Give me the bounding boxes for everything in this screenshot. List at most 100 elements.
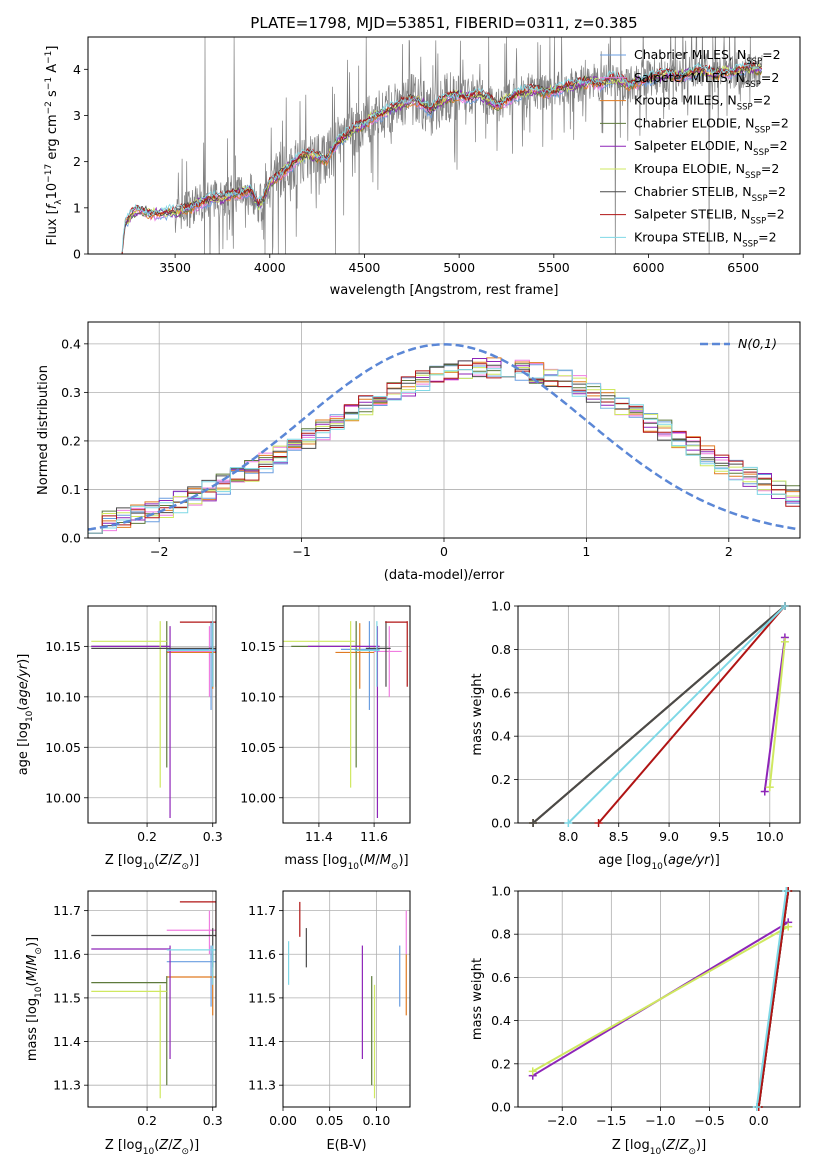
x-tick-label: 8.0 <box>558 829 578 844</box>
x-axis-label: age [log10(age/yr)] <box>598 853 720 872</box>
y-tick-label: 11.5 <box>53 990 81 1005</box>
y-tick-label: 10.05 <box>45 740 81 755</box>
x-tick-label: 2 <box>725 544 733 559</box>
axes-frame <box>517 605 801 824</box>
y-axis-label: age [log10(age/yr)] <box>16 654 35 776</box>
y-tick-label: 0.0 <box>491 1100 511 1115</box>
y-tick-label: 0.0 <box>61 531 81 546</box>
y-tick-label: 4 <box>73 62 81 77</box>
plot-area <box>532 606 786 823</box>
histogram-4 <box>88 358 800 534</box>
legend-label: Salpeter ELODIE, NSSP=2 <box>634 138 788 158</box>
weight-line-5 <box>768 641 786 788</box>
x-tick-label: −1 <box>292 544 310 559</box>
y-tick-label: 11.5 <box>248 990 276 1005</box>
y-tick-label: 0.2 <box>491 1056 511 1071</box>
weight-line-8 <box>567 606 786 823</box>
legend-label: Kroupa STELIB, NSSP=2 <box>634 229 777 249</box>
y-tick-label: 10.10 <box>240 689 276 704</box>
legend-label: Salpeter STELIB, NSSP=2 <box>634 207 785 227</box>
x-tick-label: −0.5 <box>694 1113 724 1128</box>
x-tick-label: 0.05 <box>316 1113 344 1128</box>
histogram-8 <box>88 368 800 534</box>
x-tick-label: 6500 <box>727 260 759 275</box>
panel-spectrum: 3500 4000 4500 5000 5500 6000 6500 0 1 2 3 4 wavelen… <box>44 36 801 298</box>
x-tick-label: 0.3 <box>203 829 223 844</box>
x-tick-label: 11.6 <box>360 829 388 844</box>
histogram-6 <box>88 360 800 534</box>
x-tick-label: 1 <box>582 544 590 559</box>
y-tick-label: 10.00 <box>240 790 276 805</box>
panel-mass_vs_Z: 0.2 0.3 11.3 11.4 11.5 11.6 11.7 Z [log10(Z/Z⊙)… <box>25 890 223 1157</box>
plot-area <box>91 621 216 818</box>
weight-line-6 <box>532 606 786 823</box>
plot-area <box>532 891 790 1107</box>
x-tick-label: 0.3 <box>203 1113 223 1128</box>
y-axis-label: mass [log10(M/M⊙)] <box>25 937 44 1061</box>
y-tick-label: 11.3 <box>53 1078 81 1093</box>
x-tick-label: −1.0 <box>645 1113 675 1128</box>
x-tick-label: 0.00 <box>269 1113 297 1128</box>
x-tick-label: 0.0 <box>749 1113 769 1128</box>
y-tick-label: 0.8 <box>491 642 511 657</box>
y-tick-label: 0.1 <box>61 482 81 497</box>
legend-label: Chabrier STELIB, NSSP=2 <box>634 184 786 204</box>
y-tick-label: 1.0 <box>491 884 511 899</box>
y-axis-label: mass weight <box>470 673 485 755</box>
panel-age_vs_Z: 0.2 0.3 10.00 10.05 10.10 10.15 Z [log10(Z/Z⊙)… <box>16 605 223 872</box>
y-tick-label: 10.15 <box>240 639 276 654</box>
panel-weight_vs_Z: −2.0 −1.5 −1.0 −0.5 0.0 0.0 0.2 0.4 0.6 0.8 1.0 Z [… <box>470 884 801 1157</box>
y-tick-label: 0.6 <box>491 970 511 985</box>
histogram-0 <box>88 364 800 534</box>
x-tick-label: 4000 <box>254 260 286 275</box>
panel-age_vs_mass: 11.4 11.6 10.00 10.05 10.10 10.15 mass [log10(… <box>240 605 411 872</box>
y-tick-label: 11.7 <box>248 903 276 918</box>
plot-area <box>288 901 407 1099</box>
x-tick-label: 5000 <box>443 260 475 275</box>
x-tick-label: 4500 <box>349 260 381 275</box>
normal-curve <box>88 343 798 531</box>
x-axis-label: wavelength [Angstrom, rest frame] <box>330 283 559 298</box>
y-tick-label: 11.4 <box>53 1034 81 1049</box>
y-tick-label: 0.3 <box>61 385 81 400</box>
x-tick-label: 10.0 <box>756 829 784 844</box>
x-tick-label: −1.5 <box>596 1113 626 1128</box>
x-tick-label: 5500 <box>538 260 570 275</box>
spectrum-data-line <box>121 37 763 254</box>
x-axis-label: Z [log10(Z/Z⊙)] <box>105 853 199 872</box>
axes-frame <box>87 36 801 255</box>
axes-frame <box>87 605 217 824</box>
y-tick-label: 11.6 <box>248 947 276 962</box>
figure-title: PLATE=1798, MJD=53851, FIBERID=0311, z=0… <box>250 14 637 32</box>
y-tick-label: 0.6 <box>491 685 511 700</box>
y-tick-label: 10.05 <box>240 740 276 755</box>
axes-frame <box>87 890 217 1108</box>
weight-line-5 <box>532 925 789 1073</box>
x-tick-label: 9.0 <box>659 829 679 844</box>
y-tick-label: 11.3 <box>248 1078 276 1093</box>
y-tick-label: 0.0 <box>491 816 511 831</box>
plot-area <box>121 37 763 254</box>
x-tick-label: 6000 <box>633 260 665 275</box>
y-tick-label: 2 <box>73 154 81 169</box>
weight-line-7 <box>757 891 790 1107</box>
model-line-8 <box>121 60 763 253</box>
x-axis-label: (data-model)/error <box>384 568 505 583</box>
x-tick-label: 8.5 <box>609 829 629 844</box>
x-tick-label: 0.10 <box>362 1113 390 1128</box>
plot-layer: 3500 4000 4500 5000 5500 6000 6500 0 1 2 3 4 wavelen… <box>16 36 801 1157</box>
panel-mass_vs_ebv: 0.00 0.05 0.10 11.3 11.4 11.5 11.6 11.7 E(B-V) <box>248 890 411 1153</box>
y-tick-label: 11.4 <box>248 1034 276 1049</box>
y-tick-label: 11.7 <box>53 903 81 918</box>
y-axis-label: Flux [fλ10−17 erg cm−2 s−1 A−1] <box>44 46 64 246</box>
y-axis-label: Normed distribution <box>36 365 51 495</box>
x-tick-label: 0 <box>440 544 448 559</box>
histogram-1 <box>88 359 800 534</box>
model-line-6 <box>121 62 762 254</box>
model-line-5 <box>121 63 762 254</box>
x-axis-label: Z [log10(Z/Z⊙)] <box>105 1138 199 1157</box>
y-tick-label: 10.10 <box>45 689 81 704</box>
y-tick-label: 0.4 <box>61 336 81 351</box>
legend-label: Kroupa ELODIE, NSSP=2 <box>634 161 779 181</box>
